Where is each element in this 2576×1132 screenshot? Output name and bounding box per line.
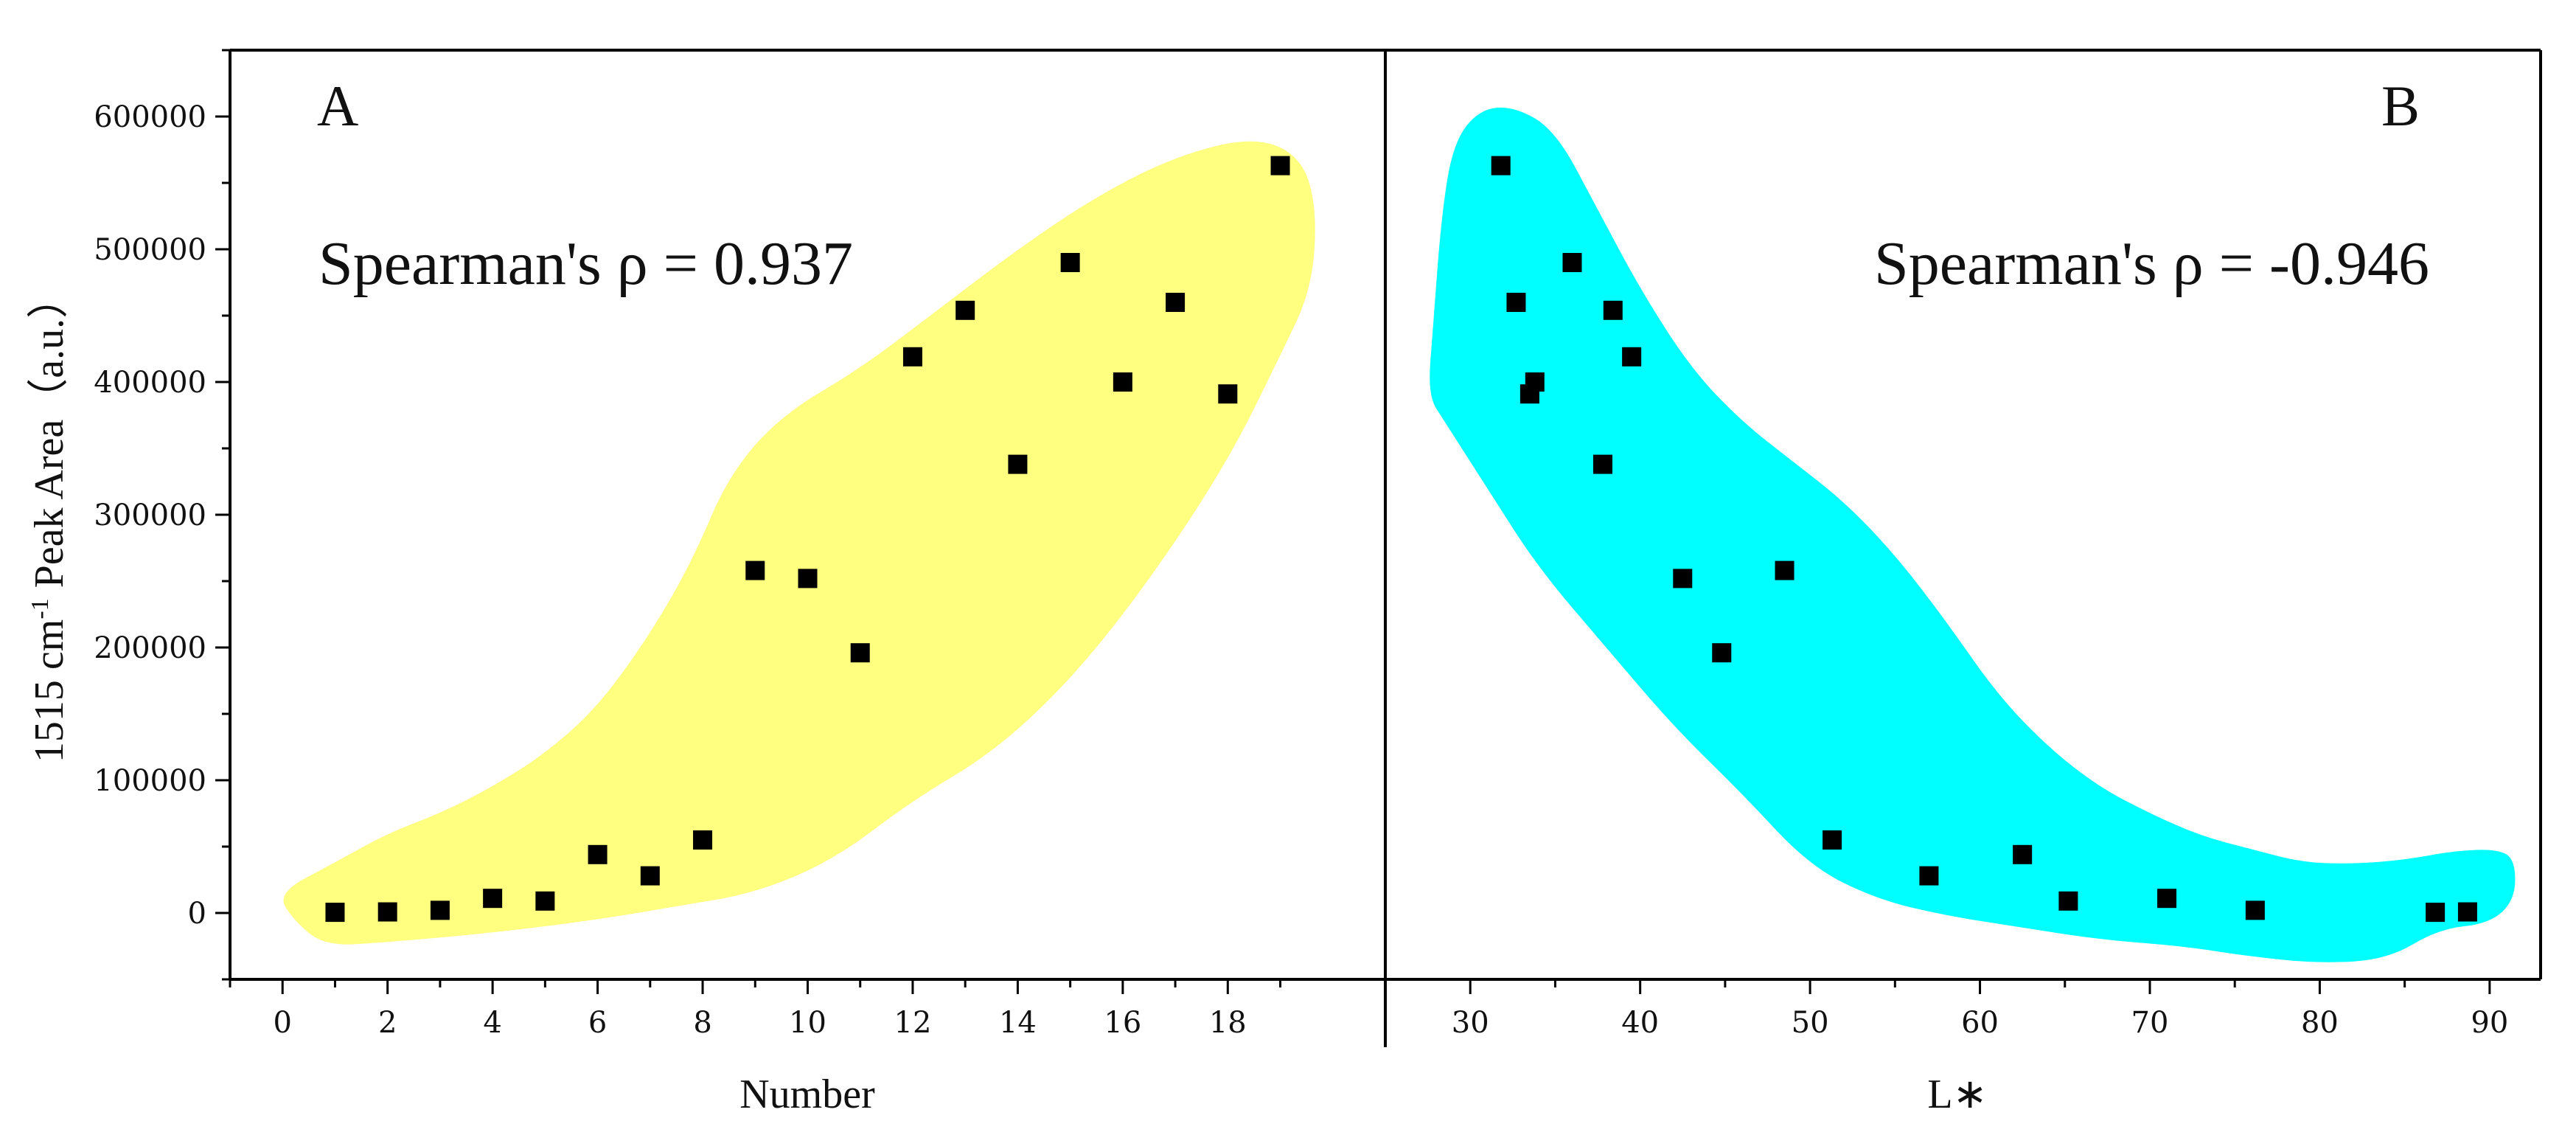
y-axis-title: 1515 cm-1 Peak Area（a.u.） xyxy=(27,277,72,763)
y-axis: 0 100000 200000 300000 400000 500000 600000 xyxy=(94,49,230,981)
data-point-a-4 xyxy=(535,891,555,911)
data-point-a-1 xyxy=(377,902,397,922)
plot-frame xyxy=(229,49,2542,1047)
panel-label-b: B xyxy=(2381,74,2420,138)
data-point-b-14 xyxy=(2058,891,2078,911)
data-point-b-11 xyxy=(1823,830,1842,850)
y-tick-label-3: 300000 xyxy=(94,499,206,532)
x-tick-label-a-5: 10 xyxy=(789,1006,826,1040)
x-tick-label-a-3: 6 xyxy=(588,1006,607,1040)
x-tick-label-b-3: 60 xyxy=(1961,1006,1999,1040)
confidence-region-b xyxy=(1430,107,2516,962)
x-tick-label-b-6: 90 xyxy=(2471,1006,2508,1040)
data-point-b-13 xyxy=(2013,844,2033,864)
data-point-b-12 xyxy=(1919,866,1939,886)
data-point-b-3 xyxy=(1525,372,1545,392)
x-tick-label-b-5: 80 xyxy=(2301,1006,2339,1040)
data-point-b-7 xyxy=(1622,347,1642,367)
panel-label-a: A xyxy=(317,74,358,138)
x-tick-label-b-4: 70 xyxy=(2131,1006,2169,1040)
x-tick-label-a-8: 16 xyxy=(1104,1006,1141,1040)
data-point-a-15 xyxy=(1113,372,1132,392)
x-tick-label-b-0: 30 xyxy=(1452,1006,1489,1040)
data-point-a-11 xyxy=(902,347,922,367)
data-point-a-18 xyxy=(1270,156,1290,176)
spearman-annotation-a: Spearman's ρ = 0.937 xyxy=(318,229,853,298)
data-point-a-17 xyxy=(1218,384,1238,404)
markers-a xyxy=(325,156,1290,923)
data-point-a-13 xyxy=(1008,454,1028,474)
data-point-b-16 xyxy=(2245,900,2265,920)
data-point-a-10 xyxy=(850,643,870,663)
confidence-region-a xyxy=(283,141,1315,945)
data-point-b-6 xyxy=(1603,300,1623,320)
x-tick-label-a-4: 8 xyxy=(693,1006,711,1040)
y-tick-label-4: 400000 xyxy=(94,366,206,400)
y-tick-label-2: 200000 xyxy=(94,631,206,665)
data-point-a-2 xyxy=(430,900,450,920)
data-point-b-5 xyxy=(1592,454,1612,474)
x-tick-label-a-6: 12 xyxy=(894,1006,932,1040)
x-axis-ticks-b: 30 40 50 60 70 80 90 xyxy=(1384,979,2508,1040)
data-point-a-14 xyxy=(1060,253,1080,272)
data-point-a-3 xyxy=(483,889,503,909)
data-point-b-1 xyxy=(1506,293,1526,312)
data-point-a-8 xyxy=(745,560,765,580)
x-axis-ticks-a: 0 2 4 6 8 10 12 14 16 18 xyxy=(229,979,1282,1040)
spearman-annotation-b: Spearman's ρ = -0.946 xyxy=(1874,229,2429,298)
x-tick-label-a-0: 0 xyxy=(274,1006,292,1040)
y-tick-label-1: 100000 xyxy=(94,764,206,798)
x-axis-title-a: Number xyxy=(739,1072,875,1117)
x-axis-title-b: L∗ xyxy=(1927,1072,1987,1117)
data-point-b-17 xyxy=(2426,903,2446,923)
x-tick-label-a-1: 2 xyxy=(378,1006,397,1040)
markers-b xyxy=(1491,156,2477,923)
data-point-a-7 xyxy=(693,830,713,850)
x-tick-label-a-9: 18 xyxy=(1209,1006,1247,1040)
x-tick-label-a-7: 14 xyxy=(999,1006,1037,1040)
x-tick-label-b-1: 40 xyxy=(1621,1006,1659,1040)
data-point-b-0 xyxy=(1491,156,1511,176)
data-point-b-9 xyxy=(1712,643,1732,663)
x-tick-label-b-2: 50 xyxy=(1792,1006,1829,1040)
data-point-a-6 xyxy=(640,866,660,886)
x-tick-label-a-2: 4 xyxy=(483,1006,501,1040)
y-tick-label-5: 500000 xyxy=(94,233,206,267)
y-tick-label-0: 0 xyxy=(188,897,206,931)
data-point-b-10 xyxy=(1775,560,1795,580)
data-point-a-9 xyxy=(798,569,818,588)
y-tick-label-6: 600000 xyxy=(94,100,206,134)
data-point-b-18 xyxy=(2457,902,2477,922)
panel-a: A Spearman's ρ = 0.937 0 2 4 6 8 10 12 14 16 18 N… xyxy=(229,74,1315,1117)
panel-b: B Spearman's ρ = -0.946 30 40 50 60 70 80 90 L… xyxy=(1384,74,2516,1117)
data-point-b-8 xyxy=(1673,569,1693,588)
data-point-a-0 xyxy=(325,903,345,923)
data-point-a-5 xyxy=(588,844,608,864)
data-point-b-4 xyxy=(1562,253,1582,272)
data-point-a-12 xyxy=(955,300,975,320)
data-point-a-16 xyxy=(1166,293,1186,312)
data-point-b-15 xyxy=(2157,889,2177,909)
